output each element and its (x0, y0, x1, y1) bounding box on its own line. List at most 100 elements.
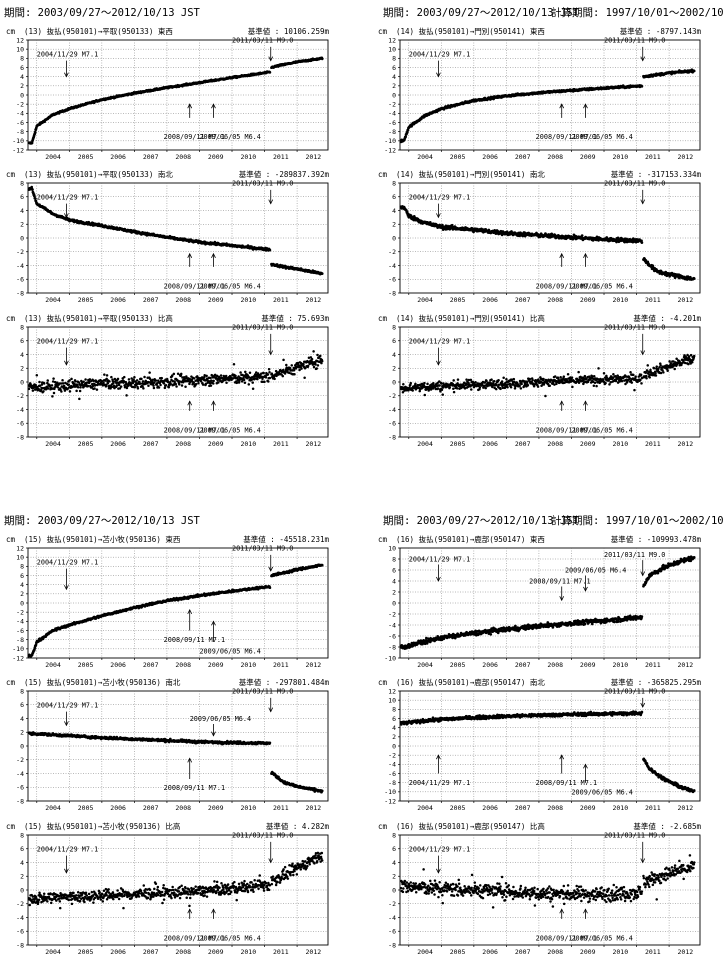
data-point (163, 386, 167, 390)
y-tick-label: -4 (388, 110, 396, 118)
x-tick-label: 2007 (515, 440, 531, 448)
y-tick-label: -6 (16, 276, 24, 284)
x-tick-label: 2007 (515, 153, 531, 161)
data-point (153, 381, 156, 384)
x-tick-label: 2011 (273, 153, 289, 161)
data-point (316, 353, 319, 357)
x-tick-label: 2008 (175, 296, 191, 304)
data-point (30, 141, 34, 145)
x-tick-label: 2012 (678, 153, 694, 161)
data-point (60, 390, 63, 393)
x-tick-label: 2006 (110, 440, 126, 448)
data-point (180, 384, 184, 387)
data-point (247, 383, 251, 386)
data-point (108, 380, 111, 383)
data-point (93, 387, 96, 390)
data-point (251, 381, 254, 384)
unit-label: cm (6, 314, 16, 323)
event-label: 2004/11/29 M7.1 (37, 337, 98, 345)
period-header: 期間: 2003/09/27～2012/10/13 JST (4, 515, 201, 527)
panel-title: (15) 抜払(950101)→苫小牧(950136) 東西 (24, 534, 181, 544)
data-point (646, 364, 649, 367)
y-tick-label: -4 (16, 262, 24, 270)
data-point (673, 367, 676, 371)
data-point (77, 381, 81, 384)
data-point (84, 378, 87, 381)
data-point (531, 378, 534, 382)
data-point (31, 188, 34, 191)
data-point (67, 383, 71, 386)
data-point (652, 367, 656, 370)
data-point (577, 370, 580, 374)
data-point (268, 71, 272, 74)
x-tick-label: 2012 (306, 296, 322, 304)
x-tick-label: 2004 (45, 153, 61, 161)
unit-label: cm (6, 170, 16, 179)
data-point (411, 389, 414, 392)
data-point (210, 379, 213, 382)
data-point (632, 373, 635, 377)
y-tick-label: -6 (388, 276, 396, 284)
data-point (402, 383, 405, 386)
data-point (490, 378, 493, 381)
data-point (46, 387, 50, 390)
data-point (644, 371, 648, 375)
data-point (571, 385, 574, 389)
data-point (302, 362, 305, 366)
calc-period-header: 計算期間: 1997/10/01～2002/10/01 (551, 514, 723, 527)
data-point (40, 383, 44, 386)
period-header: 期間: 2003/09/27～2012/10/13 JST (383, 7, 580, 19)
y-tick-label: -10 (12, 137, 24, 145)
data-point (506, 386, 509, 389)
event-arrow-head (64, 72, 69, 78)
data-point (75, 389, 78, 393)
y-tick-label: -2 (388, 100, 396, 108)
event-label: 2004/11/29 M7.1 (409, 193, 470, 201)
event-arrow-head (211, 103, 216, 109)
data-point (70, 377, 73, 381)
data-point (628, 377, 632, 380)
y-tick-label: -4 (388, 406, 396, 414)
data-series (399, 68, 696, 144)
chart-panel: cm (14) 抜払(950101)→門別(950141) 東西 基準値 : -87… (378, 26, 701, 161)
data-point (548, 384, 551, 387)
data-point (559, 376, 562, 379)
x-tick-label: 2010 (240, 440, 256, 448)
data-point (306, 364, 310, 368)
data-point (127, 378, 131, 381)
y-tick-label: -8 (388, 289, 396, 297)
data-point (172, 372, 176, 376)
data-point (319, 354, 322, 358)
y-tick-label: 6 (392, 337, 396, 345)
data-point (251, 387, 255, 390)
data-point (441, 393, 444, 396)
data-point (497, 379, 500, 382)
y-tick-label: -2 (388, 392, 396, 400)
event-label: 2011/03/11 M9.0 (232, 37, 293, 45)
data-point (493, 379, 496, 383)
event-label: 2011/03/11 M9.0 (232, 180, 293, 188)
data-point (409, 381, 412, 385)
data-point (440, 388, 444, 391)
panel-title: (14) 抜払(950101)→門別(950141) 南北 (396, 169, 545, 179)
x-tick-label: 2006 (482, 153, 498, 161)
panel-title: (14) 抜払(950101)→門別(950141) 比高 (396, 313, 545, 323)
y-tick-label: 12 (16, 544, 24, 552)
y-tick-label: -6 (388, 119, 396, 127)
data-point (157, 386, 161, 389)
data-point (639, 373, 643, 376)
calc-period-header: 計算期間: 1997/10/01～2002/10/01 (551, 6, 723, 19)
x-tick-label: 2011 (273, 296, 289, 304)
data-point (300, 367, 303, 370)
x-tick-label: 2012 (678, 440, 694, 448)
y-tick-label: -8 (16, 636, 24, 644)
data-point (152, 384, 155, 387)
data-point (666, 369, 669, 373)
y-tick-label: 0 (392, 91, 396, 99)
data-point (452, 379, 455, 382)
data-point (52, 391, 56, 395)
x-tick-label: 2005 (78, 440, 94, 448)
y-tick-label: -6 (16, 119, 24, 127)
data-point (456, 378, 460, 381)
y-tick-label: 8 (20, 179, 24, 187)
